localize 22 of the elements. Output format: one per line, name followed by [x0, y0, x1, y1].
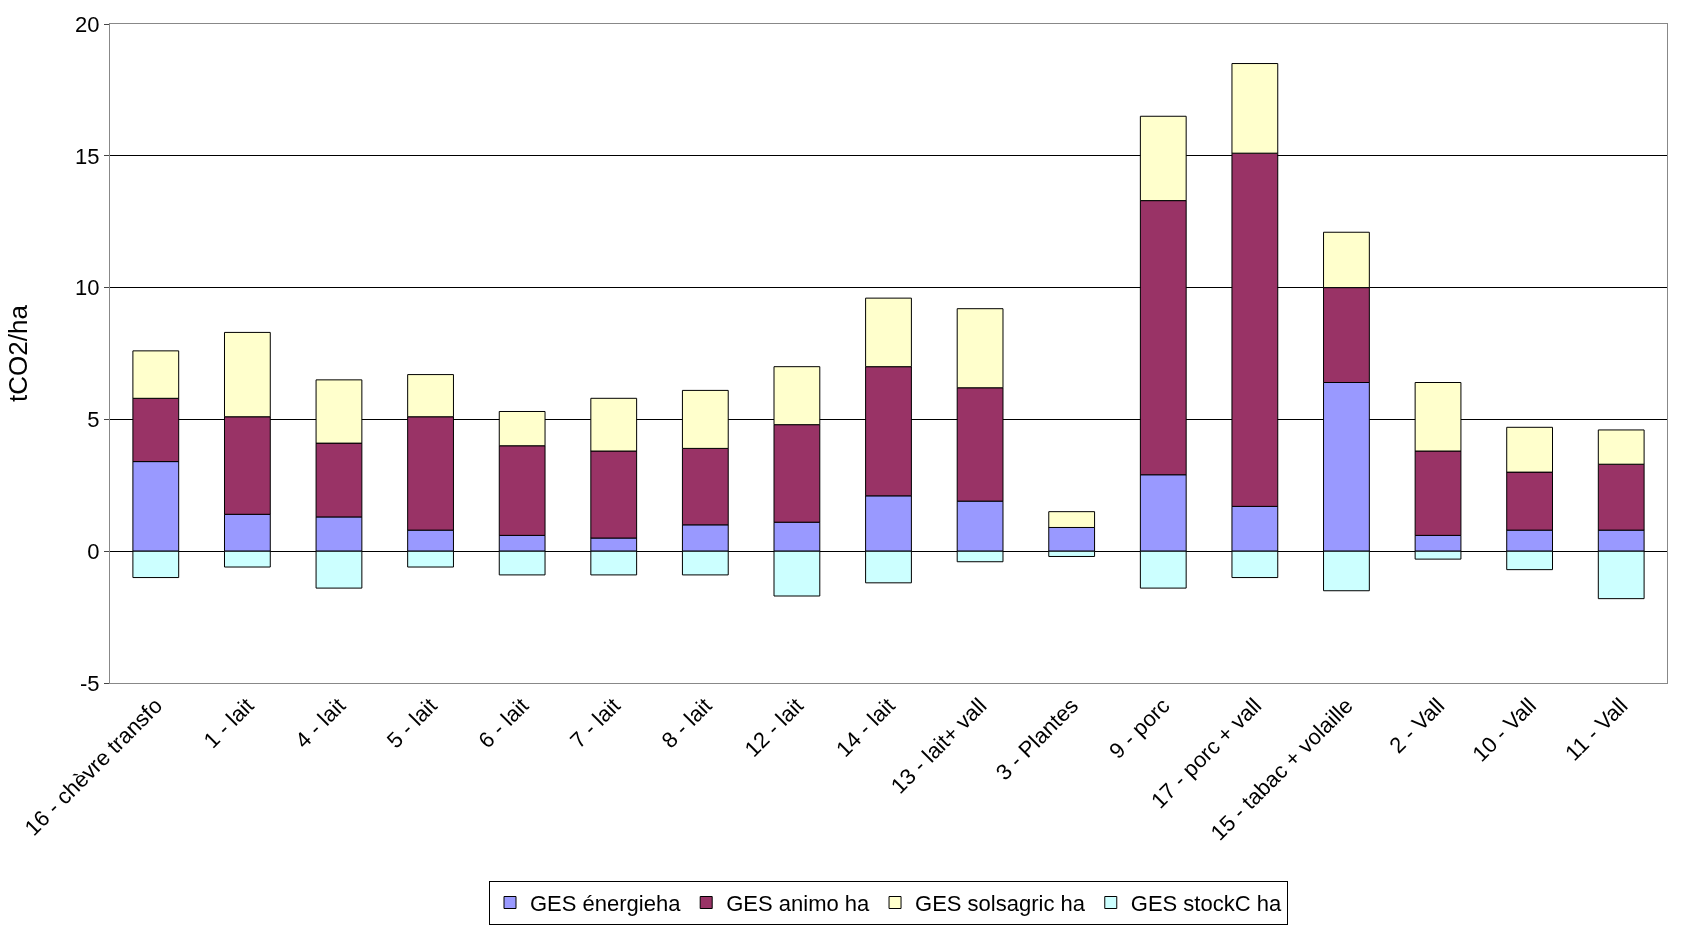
- x-tick-label: 5 - lait: [381, 693, 442, 754]
- x-tick-label: 1 - lait: [198, 693, 259, 754]
- legend-label: GES solsagric ha: [915, 891, 1086, 917]
- legend-label: GES animo ha: [726, 891, 871, 917]
- x-tick-label: 14 - lait: [831, 693, 900, 762]
- x-tick-label: 11 - Vall: [1560, 693, 1633, 766]
- y-tick-label: 10: [75, 275, 100, 301]
- legend-label: GES stockC ha: [1130, 891, 1282, 917]
- x-tick-label: 2 - Vall: [1384, 693, 1450, 758]
- x-tick-label: 4 - lait: [290, 693, 351, 754]
- y-axis-title: tCO2/ha: [2, 304, 33, 402]
- x-tick-label: 6 - lait: [473, 693, 534, 754]
- y-tick-label: -5: [80, 670, 100, 696]
- x-tick-label: 7 - lait: [565, 693, 626, 754]
- legend-label: GES énergieha: [530, 891, 682, 917]
- y-tick-label: 20: [75, 11, 100, 37]
- x-tick-label: 10 - Vall: [1467, 693, 1541, 767]
- x-tick-label: 12 - lait: [739, 693, 809, 762]
- y-tick-label: 0: [87, 538, 100, 564]
- x-tick-label: 8 - lait: [656, 693, 717, 754]
- y-tick-label: 15: [75, 143, 100, 169]
- y-tick-label: 5: [87, 407, 100, 433]
